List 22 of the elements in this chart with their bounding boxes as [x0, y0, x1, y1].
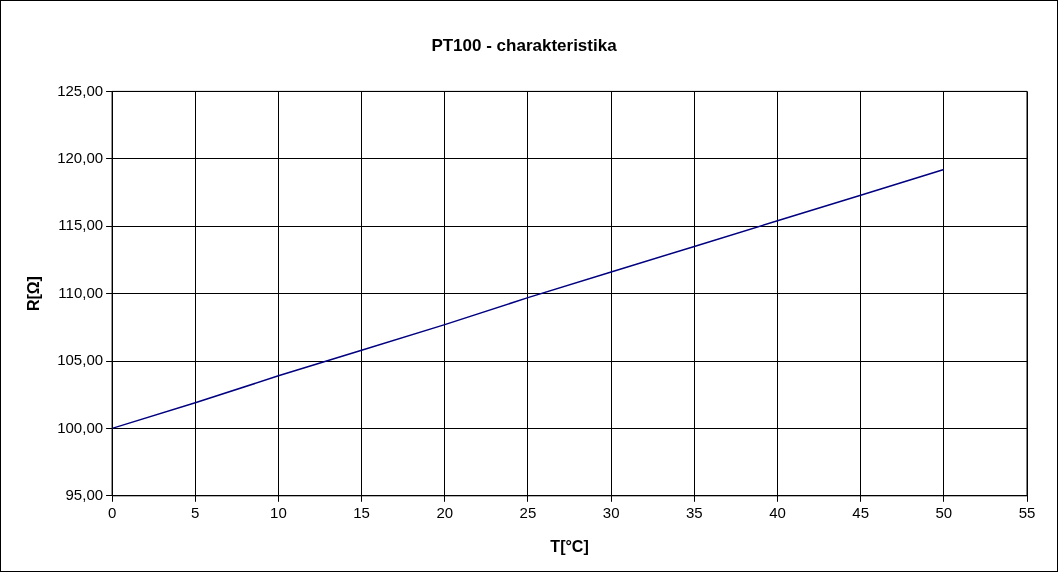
y-axis-title: R[Ω]	[25, 276, 43, 312]
x-tick-label: 50	[935, 503, 953, 521]
y-tick-label: 120,00	[57, 148, 104, 166]
x-tick-label: 40	[769, 503, 786, 521]
x-tick-label: 35	[685, 503, 703, 521]
y-tick-label: 105,00	[57, 351, 104, 369]
y-tick-label: 110,00	[58, 283, 104, 301]
x-tick-label: 10	[270, 503, 287, 521]
x-tick-label: 0	[107, 503, 117, 521]
y-tick-label: 95,00	[65, 485, 104, 503]
x-tick-label: 5	[191, 503, 200, 521]
chart-title: PT100 - charakteristika	[431, 35, 618, 55]
x-axis-title: T[°C]	[550, 537, 589, 555]
x-tick-label: 55	[1018, 503, 1036, 521]
x-tick-label: 45	[852, 503, 869, 521]
x-tick-label: 25	[519, 503, 537, 521]
y-tick-label: 125,00	[57, 81, 104, 99]
x-tick-label: 30	[602, 503, 620, 521]
y-tick-label: 115,00	[58, 216, 104, 234]
x-tick-label: 15	[353, 503, 370, 521]
y-tick-label: 100,00	[57, 418, 104, 436]
x-tick-label: 20	[436, 503, 454, 521]
